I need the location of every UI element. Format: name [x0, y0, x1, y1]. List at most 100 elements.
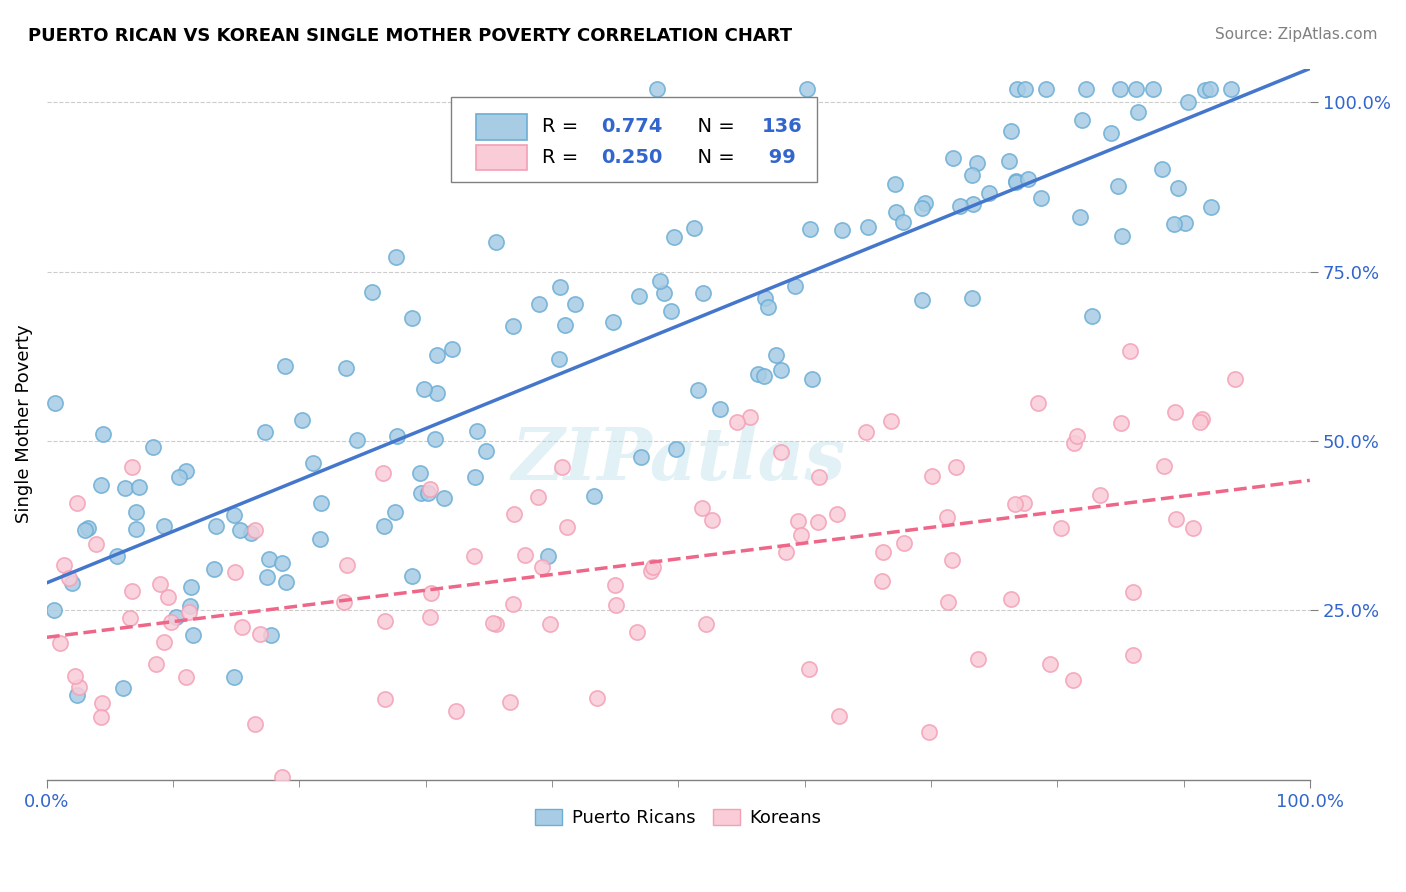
Point [1166, 511, 1188, 525]
Point [373, 519, 395, 533]
Point [66, 496, 89, 510]
Point [53, 558, 76, 572]
Point [1194, 82, 1216, 96]
Point [1099, 126, 1122, 140]
Point [361, 285, 384, 300]
Point [1164, 405, 1187, 419]
Point [692, 285, 714, 300]
Point [1049, 520, 1071, 534]
Point [444, 704, 467, 718]
Point [254, 425, 277, 439]
Point [1153, 458, 1175, 473]
Point [156, 590, 179, 604]
Point [884, 178, 907, 192]
Point [537, 549, 560, 563]
Point [1088, 488, 1111, 502]
Point [530, 559, 553, 574]
Point [942, 151, 965, 165]
Point [1004, 175, 1026, 189]
Point [179, 599, 201, 614]
Point [796, 82, 818, 96]
Point [695, 617, 717, 632]
Point [1189, 415, 1212, 429]
Point [977, 186, 1000, 200]
Point [128, 479, 150, 493]
Point [1004, 497, 1026, 511]
Point [153, 635, 176, 649]
Point [167, 470, 190, 484]
Point [738, 410, 761, 425]
Point [60, 575, 83, 590]
Text: Source: ZipAtlas.com: Source: ZipAtlas.com [1215, 27, 1378, 42]
Point [1126, 104, 1149, 119]
Point [257, 552, 280, 566]
Point [962, 197, 984, 211]
Point [114, 481, 136, 495]
Point [797, 662, 820, 676]
Point [270, 770, 292, 784]
Point [418, 486, 440, 500]
Point [291, 413, 314, 427]
Point [966, 156, 988, 170]
Point [385, 250, 408, 264]
Point [918, 725, 941, 739]
Text: 0.250: 0.250 [602, 148, 662, 167]
Point [1119, 344, 1142, 359]
Point [413, 382, 436, 396]
Point [121, 584, 143, 599]
Point [855, 425, 877, 439]
Point [765, 348, 787, 362]
Point [769, 363, 792, 377]
Point [1167, 181, 1189, 195]
Point [482, 615, 505, 630]
Text: N =: N = [685, 118, 741, 136]
Point [756, 300, 779, 314]
Point [583, 489, 606, 503]
Point [967, 651, 990, 665]
Point [384, 505, 406, 519]
Point [513, 548, 536, 562]
Point [914, 196, 936, 211]
Point [260, 628, 283, 642]
Point [271, 556, 294, 570]
Point [142, 440, 165, 454]
Point [231, 620, 253, 634]
Point [1017, 171, 1039, 186]
Point [1005, 173, 1028, 187]
Point [605, 599, 627, 613]
Point [165, 609, 187, 624]
Point [648, 274, 671, 288]
Point [1219, 82, 1241, 96]
Point [419, 586, 441, 600]
Point [960, 169, 983, 183]
Point [831, 223, 853, 237]
Point [936, 509, 959, 524]
Text: 0.774: 0.774 [602, 118, 662, 136]
Point [662, 229, 685, 244]
Text: R =: R = [541, 148, 585, 167]
Point [465, 424, 488, 438]
Y-axis label: Single Mother Poverty: Single Mother Poverty [15, 325, 32, 524]
Point [77, 521, 100, 535]
Text: R =: R = [541, 118, 585, 136]
Point [921, 468, 943, 483]
Point [911, 202, 934, 216]
Point [891, 214, 914, 228]
Point [475, 443, 498, 458]
Legend: Puerto Ricans, Koreans: Puerto Ricans, Koreans [529, 802, 828, 835]
Point [202, 562, 225, 576]
Point [886, 204, 908, 219]
Point [1163, 217, 1185, 231]
Point [554, 318, 576, 332]
Point [125, 522, 148, 536]
Point [121, 460, 143, 475]
Point [1005, 82, 1028, 96]
Point [243, 717, 266, 731]
Point [529, 297, 551, 311]
Point [73, 523, 96, 537]
Point [42, 603, 65, 617]
Point [1063, 435, 1085, 450]
Point [1031, 191, 1053, 205]
Point [91, 426, 114, 441]
Point [683, 221, 706, 235]
